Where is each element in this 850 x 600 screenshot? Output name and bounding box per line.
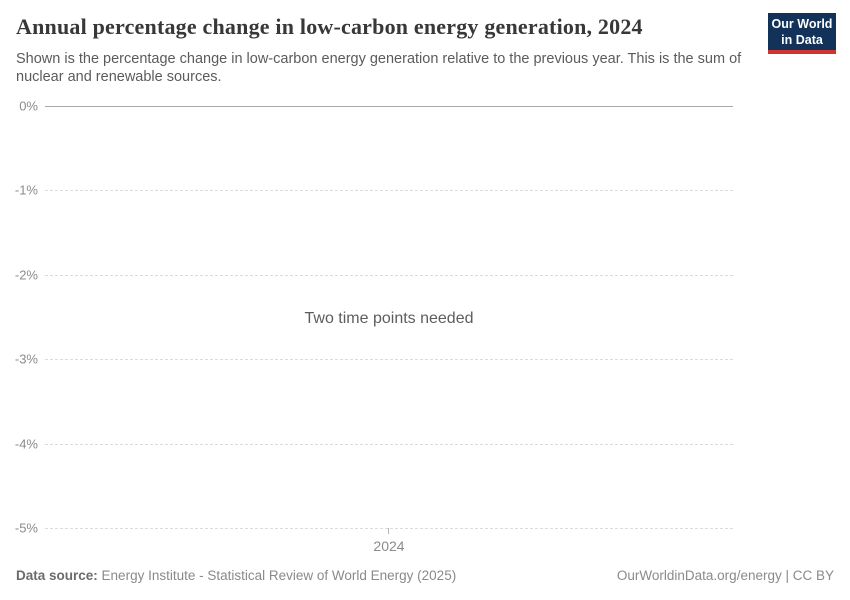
gridline [45, 190, 733, 191]
y-axis-tick-label: -5% [14, 520, 38, 536]
chart-footer: Data source: Energy Institute - Statisti… [16, 568, 834, 583]
data-source-label: Data source: [16, 568, 98, 583]
x-axis-tick-mark [388, 528, 389, 534]
attribution: OurWorldinData.org/energy | CC BY [616, 568, 834, 583]
y-axis-tick-label: 0% [19, 98, 38, 114]
owid-logo: Our World in Data [768, 13, 836, 54]
empty-state-message: Two time points needed [304, 310, 474, 327]
y-axis-tick-label: -4% [14, 436, 38, 452]
owid-logo-line1: Our World [771, 17, 833, 31]
data-source: Data source: Energy Institute - Statisti… [16, 568, 456, 583]
page-title: Annual percentage change in low-carbon e… [16, 14, 643, 39]
x-axis-tick-label: 2024 [373, 538, 405, 554]
owid-logo-line2: in Data [781, 33, 823, 47]
gridline [45, 528, 733, 529]
data-source-value: Energy Institute - Statistical Review of… [101, 568, 457, 583]
gridline [45, 359, 733, 360]
zero-gridline [45, 106, 733, 107]
gridline [45, 275, 733, 276]
chart-subtitle: Shown is the percentage change in low-ca… [16, 51, 742, 85]
y-axis-tick-label: -1% [14, 182, 38, 198]
y-axis-tick-label: -3% [14, 351, 38, 367]
y-axis-tick-label: -2% [14, 267, 38, 283]
gridline [45, 444, 733, 445]
